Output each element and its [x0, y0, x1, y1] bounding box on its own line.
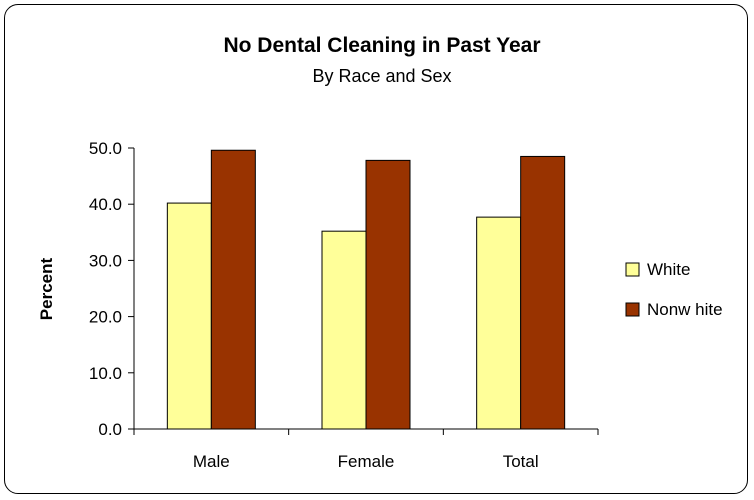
- y-tick-label: 0.0: [98, 420, 122, 439]
- bar-white-female: [321, 230, 367, 430]
- legend-swatch: [625, 302, 640, 317]
- x-tick-label: Female: [338, 452, 395, 471]
- x-axis: Male Female Total: [133, 428, 599, 471]
- x-tick-label: Total: [503, 452, 539, 471]
- y-tick-label: 10.0: [89, 364, 122, 383]
- legend-label: White: [647, 260, 690, 279]
- bar-nonwhite-total: [520, 155, 566, 430]
- bars: [166, 149, 566, 430]
- legend-label: Nonw hite: [647, 300, 723, 319]
- y-tick-label: 40.0: [89, 195, 122, 214]
- bar-nonwhite-female: [365, 159, 411, 430]
- legend-swatch: [625, 262, 640, 277]
- bar-white-male: [166, 202, 212, 430]
- y-tick-label: 30.0: [89, 251, 122, 270]
- y-axis-label: Percent: [37, 257, 56, 320]
- bar-nonwhite-male: [210, 149, 256, 430]
- bar-white-total: [476, 216, 522, 430]
- y-tick-label: 20.0: [89, 308, 122, 327]
- chart-title: No Dental Cleaning in Past Year: [223, 34, 540, 57]
- x-tick-label: Male: [193, 452, 230, 471]
- y-axis: 0.0 10.0 20.0 30.0 40.0 50.0: [89, 139, 135, 439]
- chart-subtitle: By Race and Sex: [312, 66, 451, 86]
- y-tick-label: 50.0: [89, 139, 122, 158]
- legend: White Nonw hite: [625, 260, 723, 319]
